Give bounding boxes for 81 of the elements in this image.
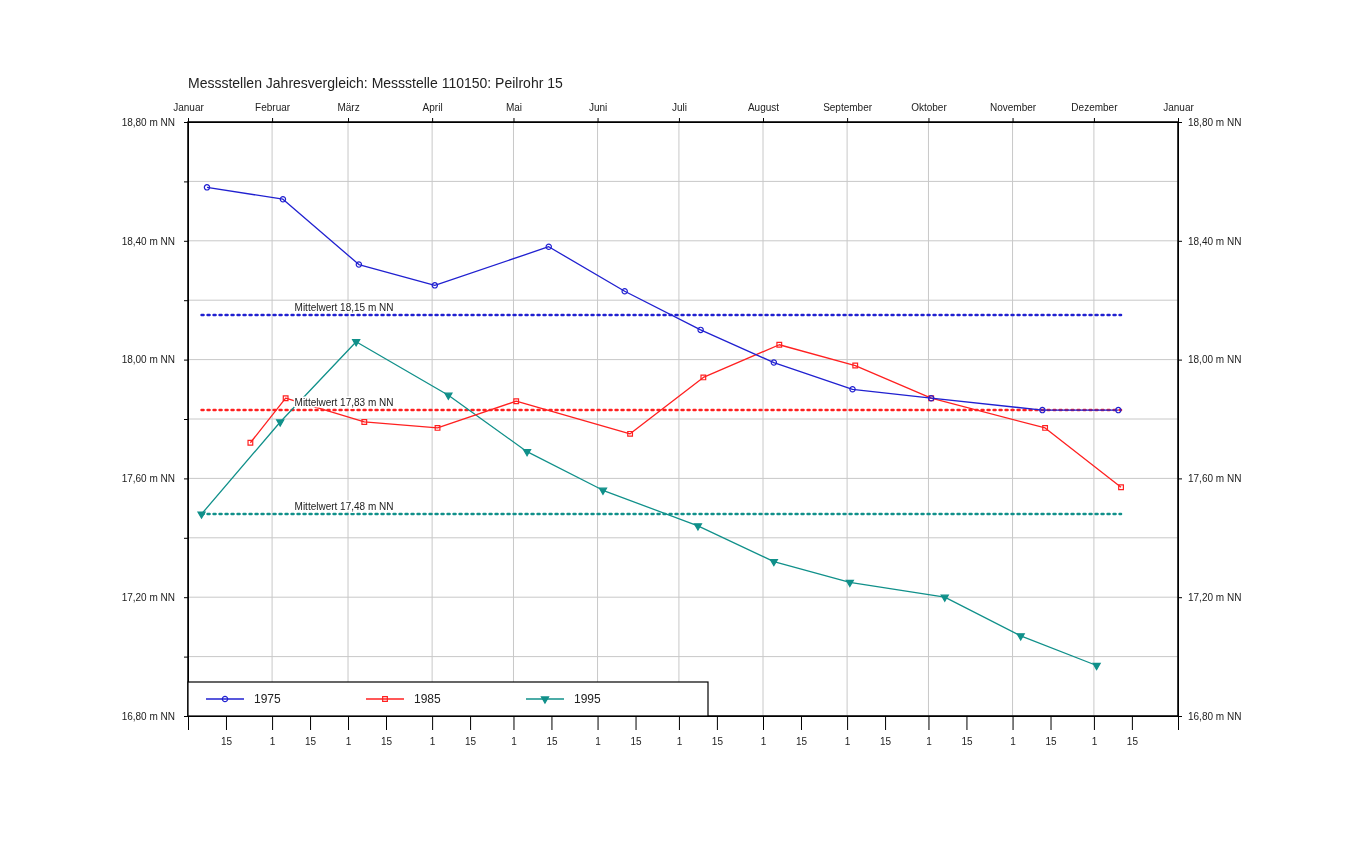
x-tick-label: 15 [961,736,973,747]
point [849,386,856,393]
point [522,449,532,457]
x2-tick-label: Januar [1163,102,1195,113]
point [770,359,778,366]
legend-label: 1995 [574,692,602,706]
point [434,424,441,431]
x-tick-label: 15 [304,736,317,747]
point [352,339,361,347]
ref-line-label: Mittelwert 17,48 m NN [294,501,394,513]
x-tick-label: 1 [429,736,436,747]
point [444,392,453,400]
y-tick-label: 18,00 m NN [121,354,175,366]
point [1042,424,1049,431]
point [361,419,368,425]
x2-tick-label: Dezember [1071,102,1119,113]
x2-tick-label: September [823,102,873,113]
point [1039,406,1046,414]
y2-tick-label: 18,40 m NN [1188,235,1242,247]
x-tick-label: 15 [1045,736,1058,747]
legend-label: 1985 [414,692,442,706]
x-tick-label: 15 [711,736,724,747]
x-tick-label: 15 [795,736,808,747]
point [1016,633,1025,641]
point [355,261,363,268]
x-tick-label: 15 [465,736,477,747]
x2-tick-label: Februar [255,102,291,113]
x2-tick-label: Juni [588,102,608,113]
point [769,558,779,567]
point [545,243,552,250]
point [852,362,859,369]
x2-tick-label: November [989,102,1037,113]
point [845,579,854,588]
x-tick-label: 1 [676,736,683,747]
point [776,341,783,348]
x-tick-label: 15 [546,736,558,747]
y2-tick-label: 16,80 m NN [1188,710,1242,722]
point [627,430,634,437]
x-tick-label: 1 [1010,736,1017,747]
x-tick-label: 1 [844,736,851,747]
y-tick-label: 17,20 m NN [121,591,175,603]
y2-tick-label: 18,80 m NN [1188,116,1242,128]
x-tick-label: 15 [1126,736,1139,747]
y-tick-label: 17,60 m NN [121,473,175,485]
x2-tick-label: Januar [173,102,205,113]
x-tick-label: 15 [220,736,233,747]
x-tick-label: 15 [380,736,393,747]
x-tick-label: 15 [630,736,643,747]
y2-tick-label: 18,00 m NN [1188,354,1242,366]
point [1092,662,1101,671]
point [621,288,628,295]
point [697,326,704,334]
y-tick-label: 18,40 m NN [121,235,175,247]
point [598,487,608,495]
x2-tick-label: Oktober [911,102,948,113]
x-tick-label: 1 [926,736,933,747]
y-tick-label: 18,80 m NN [121,116,175,128]
x-tick-label: 1 [760,736,767,747]
legend-label: 1975 [254,692,282,706]
x2-tick-label: August [747,102,780,113]
chart-title: Messstellen Jahresvergleich: Messstelle 110150: Peilrohr 15 [188,75,564,91]
point [431,282,439,289]
x-tick-label: 1 [269,736,276,747]
point [513,398,520,405]
point [700,374,707,381]
x2-tick-label: April [422,102,443,113]
y2-tick-label: 17,20 m NN [1188,591,1242,603]
x-tick-label: 15 [880,736,892,747]
y2-tick-label: 17,60 m NN [1188,473,1242,485]
x-tick-label: 1 [1091,736,1098,747]
y-tick-label: 16,80 m NN [121,710,175,722]
ref-line-label: Mittelwert 18,15 m NN [294,302,394,314]
x-tick-label: 1 [595,736,602,747]
x2-tick-label: Juli [671,102,687,113]
point [693,523,703,531]
x-tick-label: 1 [511,736,518,747]
x2-tick-label: Mai [505,102,523,113]
x2-tick-label: März [337,102,360,113]
point [1118,484,1124,491]
x-tick-label: 1 [345,736,352,747]
point [940,594,949,602]
